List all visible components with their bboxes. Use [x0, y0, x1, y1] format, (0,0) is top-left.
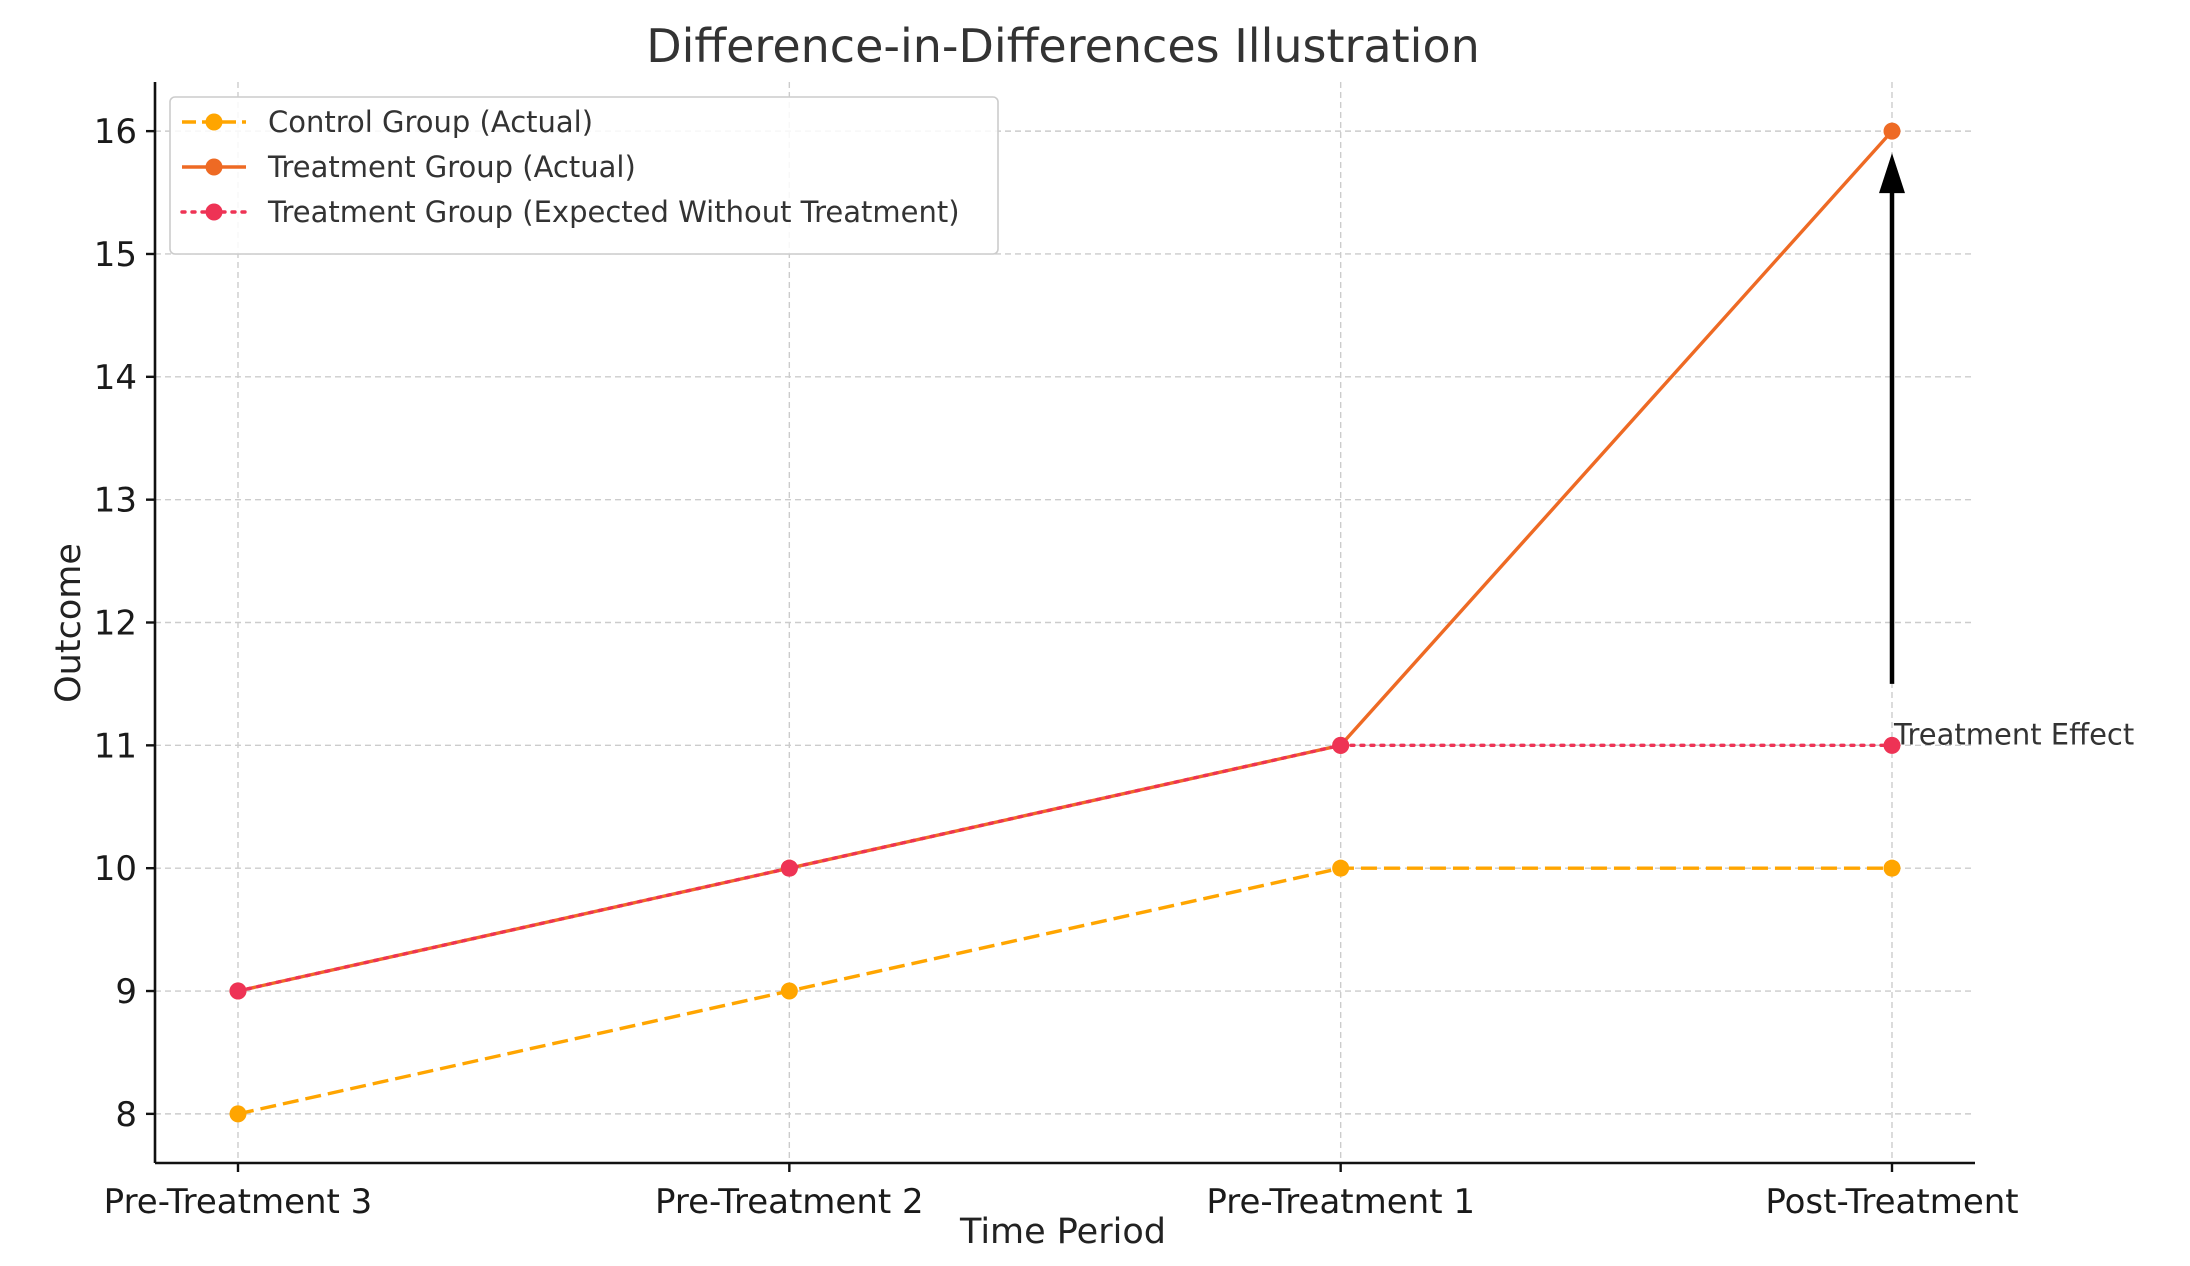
- series-point: [1883, 736, 1901, 754]
- chart-title: Difference-in-Differences Illustration: [646, 19, 1480, 73]
- y-tick-label: 15: [94, 235, 137, 275]
- treatment-effect-arrowhead: [1879, 153, 1905, 194]
- legend: Control Group (Actual) Treatment Group (A…: [169, 96, 999, 255]
- series-point: [229, 1105, 247, 1123]
- series-line: [237, 866, 1892, 1116]
- y-axis-label: Outcome: [49, 543, 89, 703]
- series-3: [229, 736, 1901, 1000]
- series-point: [1883, 122, 1901, 140]
- annotation-layer: Treatment Effect: [1879, 153, 2134, 751]
- treatment-effect-label: Treatment Effect: [1893, 717, 2134, 751]
- y-tick-label: 10: [94, 849, 137, 889]
- axes: 8 9 10 11 12 13 14 15 16 Pre-Treatment 3 Pre-Treat…: [94, 82, 2019, 1222]
- y-tick-label: 9: [115, 972, 137, 1012]
- series-line: [237, 129, 1894, 993]
- series-point: [1332, 859, 1350, 877]
- legend-box: [169, 96, 999, 255]
- legend-entry: Control Group (Actual): [182, 105, 593, 139]
- legend-entry: Treatment Group (Actual): [182, 150, 636, 184]
- y-tick-label: 14: [94, 358, 137, 398]
- series-point: [780, 982, 798, 1000]
- series-point: [780, 859, 798, 877]
- legend-swatch-marker: [205, 113, 223, 131]
- y-tick-label: 16: [94, 112, 137, 152]
- x-tick-label: Pre-Treatment 1: [1206, 1182, 1475, 1222]
- y-tick-label: 13: [94, 481, 137, 521]
- y-tick-label: 12: [94, 604, 137, 644]
- legend-swatch-marker: [205, 158, 223, 176]
- series-1: [229, 859, 1901, 1123]
- series-layer: [229, 122, 1901, 1123]
- x-axis-label: Time Period: [959, 1212, 1166, 1252]
- x-tick-label: Post-Treatment: [1765, 1182, 2018, 1222]
- series-line: [236, 743, 1894, 993]
- x-tick-label: Pre-Treatment 3: [104, 1182, 373, 1222]
- y-tick-label: 11: [94, 726, 137, 766]
- series-point: [1883, 859, 1901, 877]
- legend-swatch-marker: [205, 203, 223, 221]
- series-point: [1332, 736, 1350, 754]
- x-tick-label: Pre-Treatment 2: [655, 1182, 924, 1222]
- legend-label: Treatment Group (Expected Without Treatm…: [267, 195, 960, 229]
- series-point: [229, 982, 247, 1000]
- legend-entry: Treatment Group (Expected Without Treatm…: [180, 195, 960, 229]
- legend-label: Treatment Group (Actual): [267, 150, 636, 184]
- legend-label: Control Group (Actual): [268, 105, 593, 139]
- y-tick-label: 8: [115, 1095, 137, 1135]
